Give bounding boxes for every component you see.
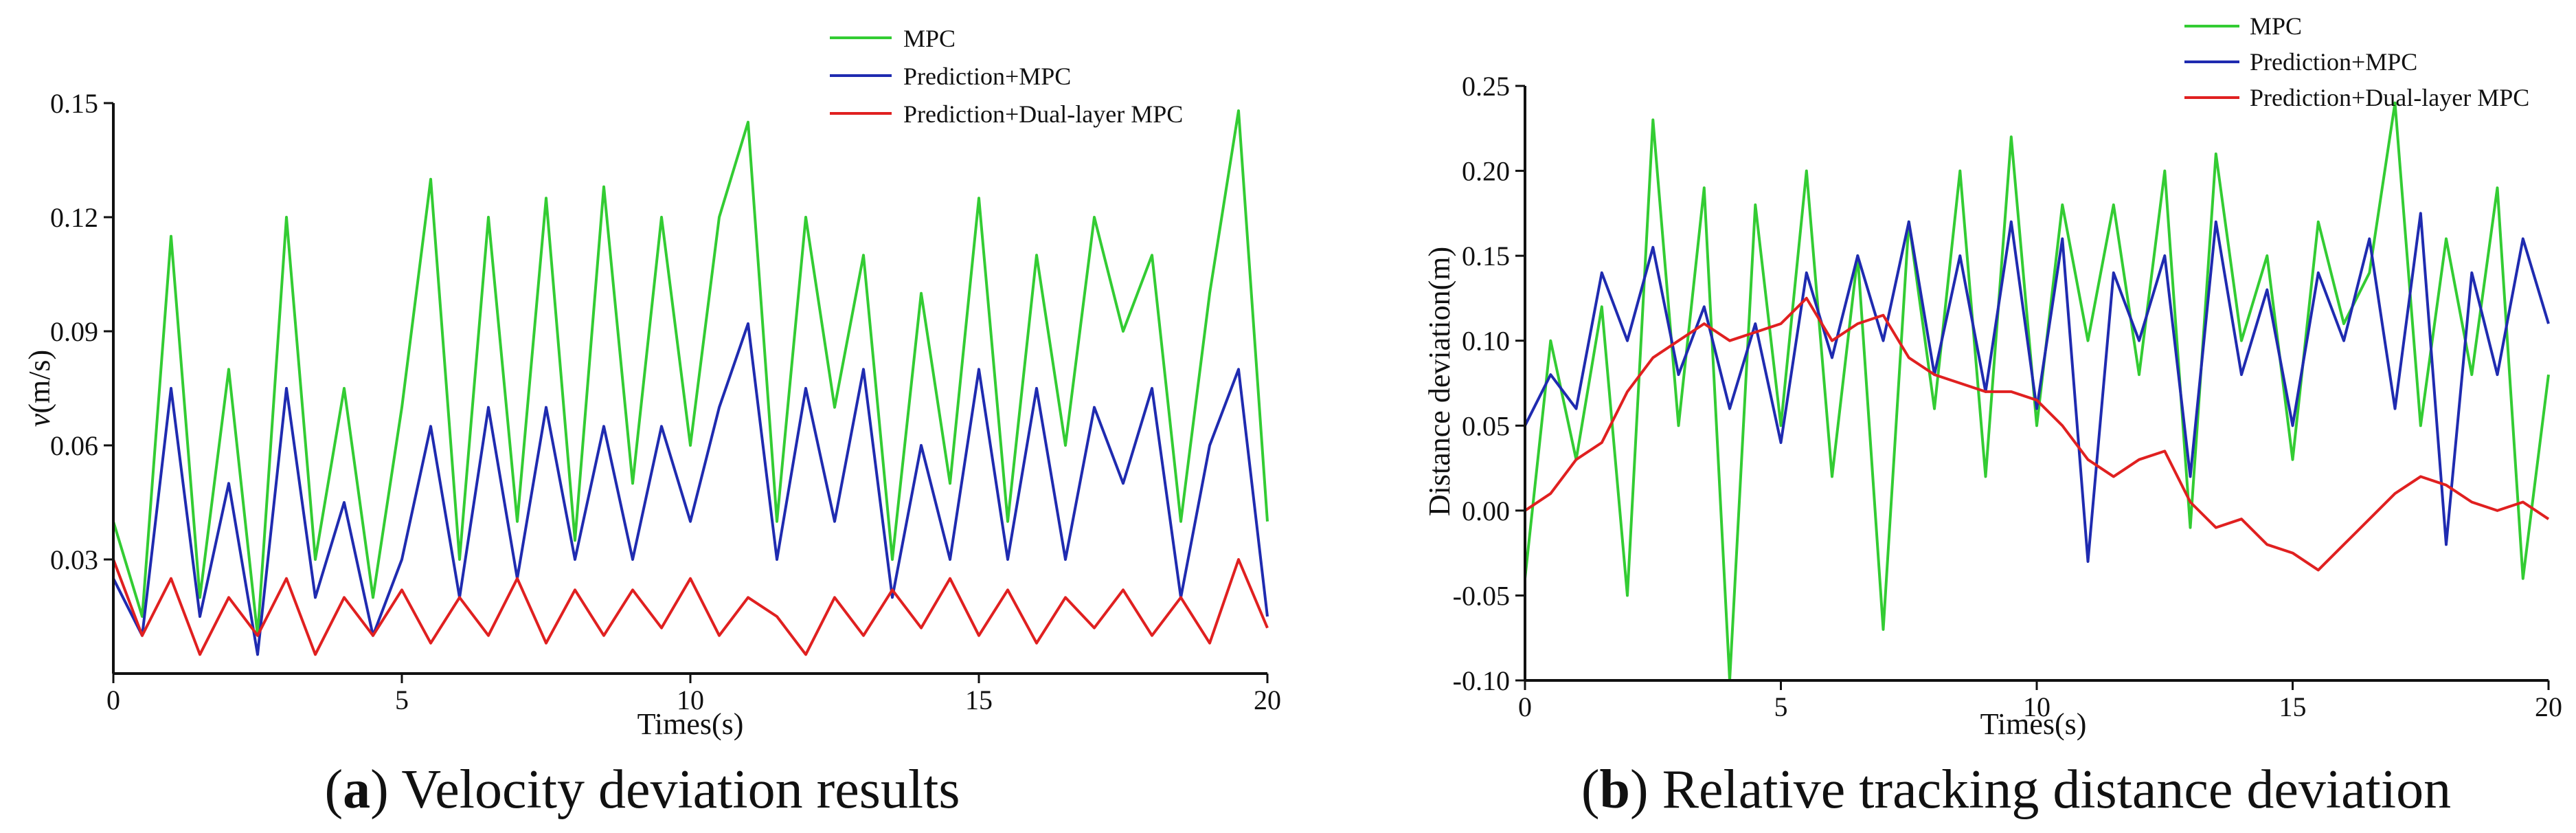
chart-velocity-deviation: 0 5 10 15 20 0.03 0.06 0.09 0.12 0.15 Times(s) v(… bbox=[23, 25, 1281, 820]
chart-a-xtick-label: 0 bbox=[106, 685, 120, 715]
chart-b-tick-layer: 0 5 10 15 20 -0.10 -0.05 0.00 0.05 0.10 0.15 0.20 0.… bbox=[1453, 71, 2562, 722]
chart-b-xtick-label: 0 bbox=[1518, 691, 1532, 722]
chart-a-tick-layer: 0 5 10 15 20 0.03 0.06 0.09 0.12 0.15 bbox=[50, 88, 1281, 715]
chart-a-legend-label-mpc: MPC bbox=[903, 25, 956, 52]
chart-b-xlabel: Times(s) bbox=[1980, 707, 2087, 741]
chart-b-ylabel: Distance deviation(m) bbox=[1423, 247, 1456, 516]
chart-b-ytick-label: 0.10 bbox=[1462, 326, 1510, 357]
chart-b-ytick-label: 0.25 bbox=[1462, 71, 1510, 102]
chart-b-xtick-label: 10 bbox=[2023, 691, 2050, 722]
chart-b-series-prediction-dual-layer-mpc bbox=[1524, 296, 2550, 572]
chart-a-ylabel: v(m/s) bbox=[23, 350, 56, 427]
chart-a-caption: (a) Velocity deviation results bbox=[325, 759, 960, 820]
chart-b-caption: (b) Relative tracking distance deviation bbox=[1581, 759, 2451, 820]
chart-b-ytick-label: 0.15 bbox=[1462, 241, 1510, 271]
chart-a-ytick-label: 0.15 bbox=[50, 88, 98, 119]
chart-b-series-layer bbox=[1524, 101, 2550, 682]
chart-a-series-mpc bbox=[112, 109, 1269, 637]
chart-a-ytick-label: 0.06 bbox=[50, 430, 98, 461]
chart-a-ytick-label: 0.12 bbox=[50, 202, 98, 233]
chart-b-legend-label-dual-layer: Prediction+Dual-layer MPC bbox=[2250, 84, 2529, 111]
chart-a-xtick-label: 20 bbox=[1254, 685, 1281, 715]
chart-a-ytick-label: 0.09 bbox=[50, 316, 98, 347]
chart-a-legend-label-dual-layer: Prediction+Dual-layer MPC bbox=[903, 100, 1183, 128]
chart-b-ytick-label: 0.20 bbox=[1462, 156, 1510, 187]
chart-b-xtick-label: 20 bbox=[2535, 691, 2562, 722]
chart-b-legend-label-mpc: MPC bbox=[2250, 12, 2302, 40]
chart-b-legend-label-prediction-mpc: Prediction+MPC bbox=[2250, 48, 2417, 76]
chart-a-legend: MPC Prediction+MPC Prediction+Dual-layer… bbox=[830, 25, 1183, 128]
chart-b-xtick-label: 5 bbox=[1774, 691, 1788, 722]
chart-b-ytick-label: -0.10 bbox=[1453, 665, 1510, 696]
chart-a-ytick-label: 0.03 bbox=[50, 544, 98, 575]
chart-b-ytick-label: 0.00 bbox=[1462, 496, 1510, 526]
chart-a-series-layer bbox=[112, 109, 1269, 656]
chart-b-series-mpc bbox=[1524, 101, 2550, 682]
chart-b-ytick-label: -0.05 bbox=[1453, 580, 1510, 611]
chart-a-series-prediction-dual-layer-mpc bbox=[112, 558, 1269, 656]
chart-b-ytick-label: 0.05 bbox=[1462, 410, 1510, 441]
chart-a-series-prediction-mpc bbox=[112, 322, 1269, 656]
chart-b-legend: MPC Prediction+MPC Prediction+Dual-layer… bbox=[2184, 12, 2529, 111]
chart-a-xtick-label: 15 bbox=[965, 685, 993, 715]
chart-a-xtick-label: 10 bbox=[677, 685, 704, 715]
chart-distance-deviation: 0 5 10 15 20 -0.10 -0.05 0.00 0.05 0.10 0.15 0.20 0.… bbox=[1423, 12, 2562, 820]
chart-a-legend-label-prediction-mpc: Prediction+MPC bbox=[903, 63, 1071, 90]
chart-a-xlabel: Times(s) bbox=[637, 707, 744, 741]
chart-b-xtick-label: 15 bbox=[2279, 691, 2307, 722]
chart-a-xtick-label: 5 bbox=[395, 685, 409, 715]
